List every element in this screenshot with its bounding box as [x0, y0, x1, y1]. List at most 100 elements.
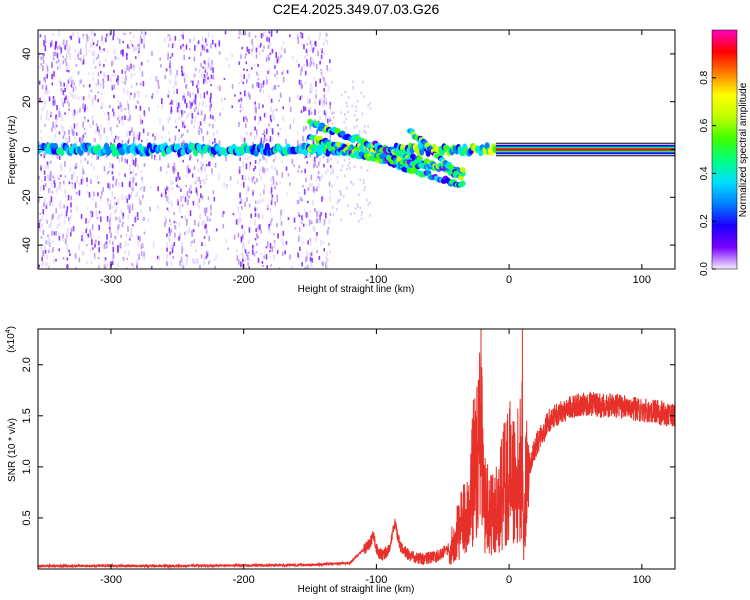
spectrogram-cell	[139, 105, 142, 111]
spectrogram-cell	[68, 108, 70, 112]
spectrogram-cell	[118, 158, 121, 164]
spectrogram-cell	[66, 265, 68, 268]
spectrogram-cell	[320, 97, 323, 104]
spectrogram-cell	[132, 95, 135, 100]
spectrogram-cell	[140, 38, 143, 44]
spectrogram-cell	[122, 221, 124, 225]
spectrogram-cell	[70, 76, 73, 82]
spectrogram-cell	[40, 154, 42, 157]
snr-xtick-label: -100	[365, 574, 387, 586]
spectrogram-ytick-label: 40	[21, 48, 33, 60]
spectrogram-cell	[48, 265, 50, 268]
spectrogram-cell	[178, 204, 181, 210]
spectrogram-cell	[271, 128, 274, 132]
spectrogram-cell	[190, 80, 192, 83]
spectrogram-cell	[181, 124, 184, 128]
spectrogram-cell	[89, 248, 92, 252]
spectrogram-cell	[323, 76, 326, 82]
spectrogram-cell	[45, 218, 48, 223]
spectrogram-cell	[254, 115, 256, 121]
spectrogram-cell	[194, 180, 197, 184]
spectrogram-cell	[347, 204, 349, 207]
spectrogram-cell	[143, 216, 145, 221]
spectrogram-cell	[293, 118, 295, 124]
spectrogram-cell	[42, 152, 44, 157]
spectrogram-cell	[97, 181, 100, 184]
spectrogram-cell	[234, 94, 236, 97]
spectrogram-cell	[59, 45, 61, 50]
spectrogram-cell	[315, 80, 317, 87]
spectrogram-cell	[214, 265, 216, 269]
spectrogram-cell	[261, 261, 264, 264]
spectrogram-cell	[309, 152, 312, 158]
spectrogram-cell	[85, 261, 88, 264]
spectrogram-cell	[176, 70, 178, 75]
spectrogram-cell	[311, 199, 314, 206]
spectrogram-cell	[70, 195, 73, 201]
spectrogram-cell	[210, 204, 212, 211]
spectrogram-cell	[311, 265, 313, 268]
spectrogram-cell	[40, 114, 42, 121]
spectrogram-cell	[208, 78, 211, 83]
spectrogram-cell	[259, 169, 262, 172]
spectrogram-cell	[126, 159, 129, 164]
spectrogram-cell	[240, 183, 243, 187]
spectrogram-cell	[339, 198, 341, 202]
spectrogram-cell	[268, 57, 271, 61]
spectrogram-cell	[309, 107, 312, 111]
spectrogram-cell	[300, 83, 303, 89]
spectrogram-cell	[211, 142, 214, 145]
spectrogram-cell	[193, 73, 196, 79]
spectrogram-cell	[323, 163, 325, 168]
spectrogram-cell	[140, 243, 143, 250]
spectrogram-cell	[103, 127, 106, 134]
spectrogram-cell	[63, 82, 66, 87]
spectrogram-cell	[248, 32, 251, 37]
spectrogram-cell	[202, 136, 205, 142]
spectrogram-cell	[271, 246, 274, 252]
spectrogram-cell	[293, 164, 295, 167]
spectrogram-cell	[308, 36, 310, 41]
spectrogram-cell	[198, 126, 201, 130]
spectrogram-cell	[68, 249, 70, 253]
spectrogram-cell	[219, 85, 221, 92]
spectrogram-cell	[75, 191, 78, 195]
spectrogram-cell	[266, 168, 269, 171]
spectrogram-cell	[111, 205, 113, 209]
spectrogram-cell	[240, 79, 243, 83]
spectrogram-cell	[164, 188, 167, 195]
spectrogram-cell	[89, 229, 92, 235]
spectrogram-cell	[280, 54, 282, 58]
spectrogram-cell	[49, 171, 52, 178]
spectrogram-cell	[82, 121, 84, 128]
spectrogram-cell	[169, 218, 171, 223]
spectrogram-cell	[47, 175, 50, 182]
spectrogram-cell	[299, 234, 301, 240]
spectrogram-cell	[328, 156, 330, 163]
spectrogram-cell	[239, 192, 241, 199]
spectrogram-cell	[42, 59, 45, 64]
spectrogram-cell	[305, 257, 307, 263]
spectrogram-cell	[185, 166, 188, 172]
spectrogram-cell	[69, 167, 72, 173]
spectrogram-cell	[137, 253, 140, 259]
spectrogram-cell	[183, 72, 186, 79]
spectrogram-cell	[193, 36, 196, 42]
spectrogram-cell	[45, 201, 48, 206]
spectrogram-cell	[299, 33, 302, 38]
spectrogram-cell	[181, 250, 183, 254]
spectrogram-cell	[136, 234, 139, 237]
spectrogram-cell	[87, 150, 89, 156]
spectrogram-cell	[262, 140, 265, 146]
spectrogram-cell	[109, 213, 112, 219]
spectrogram-cell	[46, 69, 49, 76]
spectrogram-cell	[119, 218, 121, 223]
spectrogram-cell	[270, 33, 273, 37]
spectrogram-cell	[140, 267, 142, 269]
spectrogram-cell	[367, 104, 369, 107]
spectrogram-cell	[43, 106, 45, 110]
spectrogram-cell	[180, 110, 183, 115]
spectrogram-cell	[205, 228, 208, 234]
spectrogram-cell	[361, 112, 364, 116]
spectrogram-cell	[141, 71, 144, 77]
